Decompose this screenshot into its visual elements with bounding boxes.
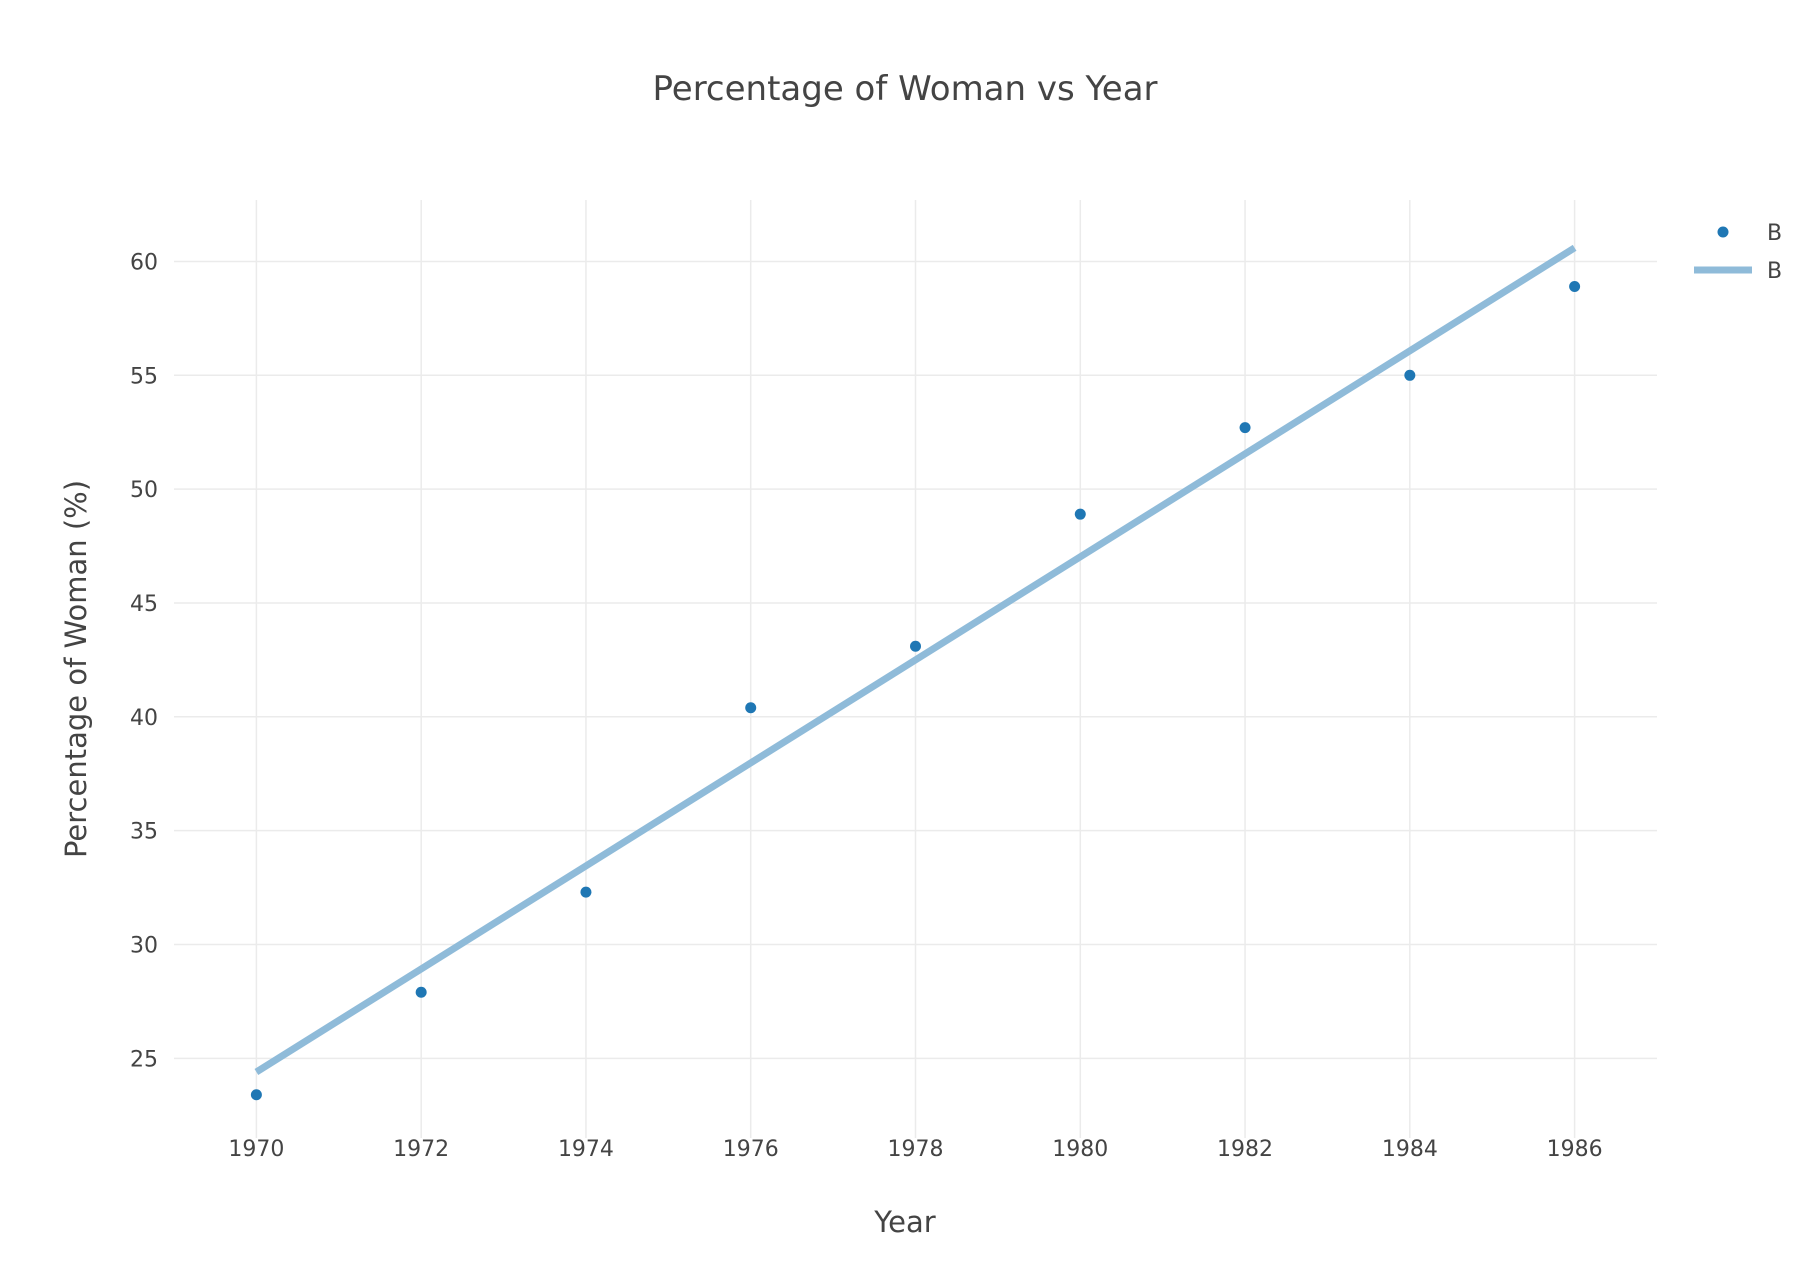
- x-tick-label: 1986: [1547, 1137, 1603, 1162]
- x-axis-ticks: 1970 1972 1974 1976 1978 1980 1982 1984 1986: [228, 1137, 1602, 1162]
- data-point: [580, 886, 592, 898]
- x-axis-title: Year: [873, 1205, 935, 1239]
- x-tick-label: 1976: [723, 1137, 779, 1162]
- y-gridlines: [174, 260, 1657, 1060]
- plot-area: [174, 200, 1657, 1138]
- data-point: [415, 986, 427, 998]
- y-tick-label: 60: [130, 250, 158, 275]
- legend-marker-symbol: [1717, 226, 1729, 238]
- legend-label: B: [1767, 259, 1782, 284]
- data-point: [745, 702, 757, 714]
- y-tick-label: 40: [130, 706, 158, 731]
- data-point: [910, 640, 921, 652]
- chart-title: Percentage of Woman vs Year: [652, 69, 1157, 109]
- x-tick-label: 1978: [888, 1137, 944, 1162]
- x-tick-label: 1970: [228, 1137, 284, 1162]
- legend-item[interactable]: B: [1717, 221, 1783, 246]
- legend-item[interactable]: B: [1694, 259, 1782, 284]
- y-tick-label: 45: [130, 592, 158, 617]
- x-tick-label: 1984: [1382, 1137, 1438, 1162]
- y-tick-label: 50: [130, 478, 158, 503]
- x-tick-label: 1980: [1052, 1137, 1108, 1162]
- legend-label: B: [1767, 221, 1782, 246]
- data-point: [1074, 508, 1086, 520]
- y-axis-ticks: 25 30 35 40 45 50 55 60: [130, 250, 158, 1072]
- y-tick-label: 25: [130, 1047, 158, 1072]
- data-point: [1569, 281, 1581, 293]
- series-layer: [250, 244, 1581, 1101]
- x-gridlines: [255, 200, 1576, 1138]
- x-tick-label: 1974: [558, 1137, 614, 1162]
- data-point: [1239, 422, 1251, 434]
- data-point: [250, 1089, 262, 1101]
- x-tick-label: 1972: [393, 1137, 449, 1162]
- y-axis-title: Percentage of Woman (%): [59, 480, 93, 858]
- y-tick-label: 30: [130, 933, 158, 958]
- legend[interactable]: BB: [1694, 221, 1782, 284]
- trend-line: [254, 244, 1577, 1075]
- y-tick-label: 55: [130, 364, 158, 389]
- data-point: [1404, 369, 1416, 381]
- x-tick-label: 1982: [1217, 1137, 1273, 1162]
- y-tick-label: 35: [130, 820, 158, 845]
